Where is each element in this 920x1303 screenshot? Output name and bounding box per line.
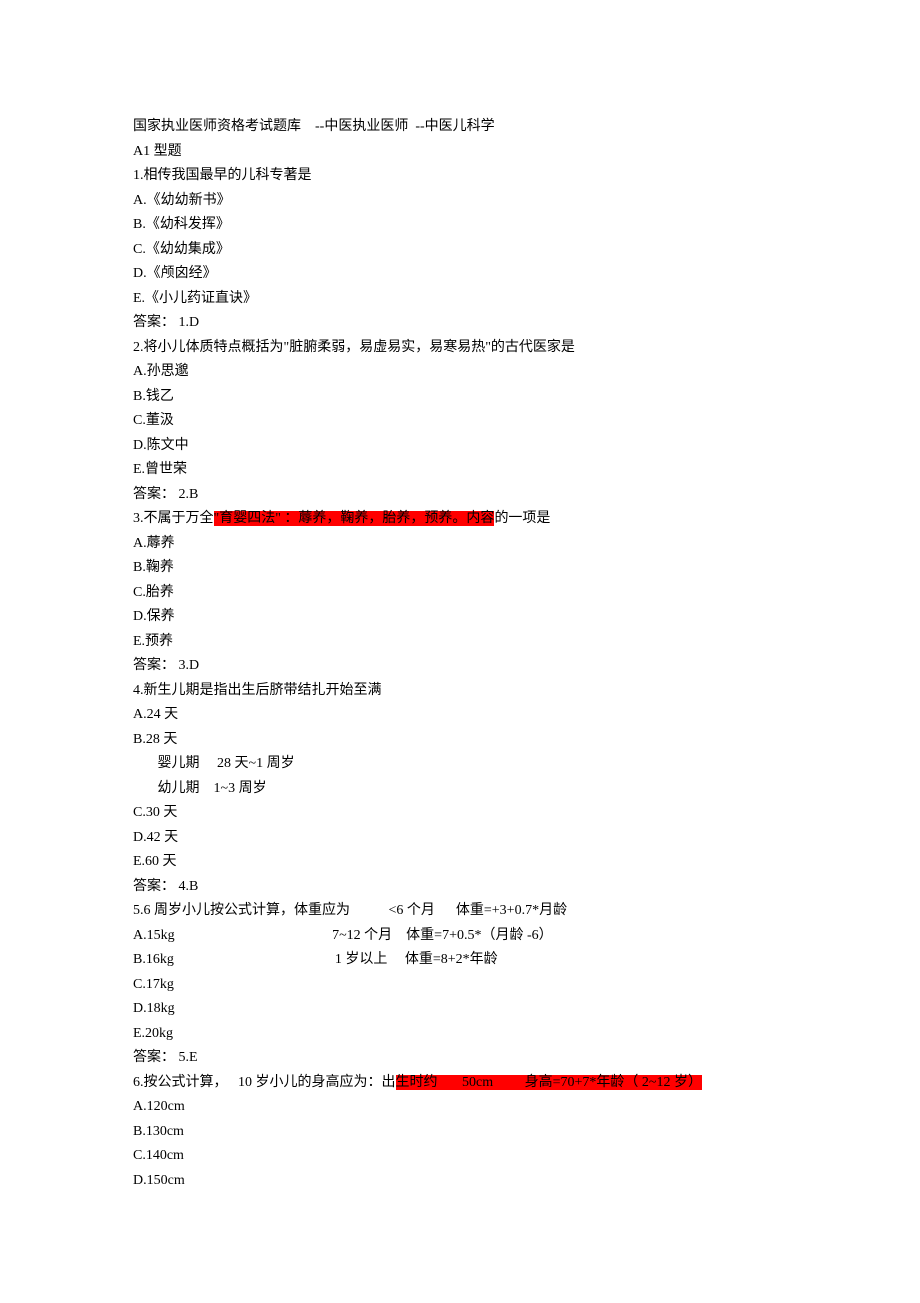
q2-b: B.钱乙 bbox=[133, 385, 787, 410]
q1-b: B.《幼科发挥》 bbox=[133, 213, 787, 238]
q1-ans: 答案： 1.D bbox=[133, 311, 787, 336]
q4-a: A.24 天 bbox=[133, 703, 787, 728]
q6-a: A.120cm bbox=[133, 1095, 787, 1120]
q6-d: D.150cm bbox=[133, 1169, 787, 1194]
q4-e: E.60 天 bbox=[133, 850, 787, 875]
q6-stem: 6.按公式计算， 10 岁小儿的身高应为：出生时约 50cm 身高=70+7*年… bbox=[133, 1071, 787, 1096]
q5-b: B.16kg 1 岁以上 体重=8+2*年龄 bbox=[133, 948, 787, 973]
q2-ans: 答案： 2.B bbox=[133, 483, 787, 508]
q3-stem-pre: 3.不属于万全 bbox=[133, 511, 214, 526]
q5-stem: 5.6 周岁小儿按公式计算，体重应为 <6 个月 体重=+3+0.7*月龄 bbox=[133, 899, 787, 924]
q4-d: D.42 天 bbox=[133, 826, 787, 851]
q5-a: A.15kg 7~12 个月 体重=7+0.5*（月龄 -6） bbox=[133, 924, 787, 949]
q2-c: C.董汲 bbox=[133, 409, 787, 434]
q3-stem-post: 的一项是 bbox=[494, 511, 550, 526]
q5-c: C.17kg bbox=[133, 973, 787, 998]
header-suffix: --中医儿科学 bbox=[415, 119, 494, 134]
q6-b: B.130cm bbox=[133, 1120, 787, 1145]
q3-e: E.预养 bbox=[133, 630, 787, 655]
document-page: 国家执业医师资格考试题库 --中医执业医师 --中医儿科学 A1 型题 1.相传… bbox=[0, 0, 920, 1253]
q3-d: D.保养 bbox=[133, 605, 787, 630]
q1-d: D.《颅囟经》 bbox=[133, 262, 787, 287]
q1-c: C.《幼幼集成》 bbox=[133, 238, 787, 263]
q5-ans: 答案： 5.E bbox=[133, 1046, 787, 1071]
header-prefix: 国家执业医师资格考试题库 bbox=[133, 119, 301, 134]
q5-e: E.20kg bbox=[133, 1022, 787, 1047]
q2-a: A.孙思邈 bbox=[133, 360, 787, 385]
q2-e: E.曾世荣 bbox=[133, 458, 787, 483]
q3-stem-highlight: "育婴四法" ：蓐养，鞠养，胎养，预养。内容 bbox=[214, 511, 495, 526]
header-line: 国家执业医师资格考试题库 --中医执业医师 --中医儿科学 bbox=[133, 115, 787, 140]
q1-e: E.《小儿药证直诀》 bbox=[133, 287, 787, 312]
q2-stem: 2.将小儿体质特点概括为"脏腑柔弱，易虚易实，易寒易热"的古代医家是 bbox=[133, 336, 787, 361]
q6-stem-pre: 6.按公式计算， 10 岁小儿的身高应为：出 bbox=[133, 1075, 396, 1090]
q3-a: A.蓐养 bbox=[133, 532, 787, 557]
q3-b: B.鞠养 bbox=[133, 556, 787, 581]
q5-d: D.18kg bbox=[133, 997, 787, 1022]
q1-stem: 1.相传我国最早的儿科专著是 bbox=[133, 164, 787, 189]
q4-c: C.30 天 bbox=[133, 801, 787, 826]
q3-ans: 答案： 3.D bbox=[133, 654, 787, 679]
q2-d: D.陈文中 bbox=[133, 434, 787, 459]
q3-stem: 3.不属于万全"育婴四法" ：蓐养，鞠养，胎养，预养。内容的一项是 bbox=[133, 507, 787, 532]
q4-note1: 婴儿期 28 天~1 周岁 bbox=[133, 752, 787, 777]
q4-b: B.28 天 bbox=[133, 728, 787, 753]
q6-stem-highlight: 生时约 50cm 身高=70+7*年龄（ 2~12 岁） bbox=[396, 1075, 702, 1090]
q4-ans: 答案： 4.B bbox=[133, 875, 787, 900]
q6-c: C.140cm bbox=[133, 1144, 787, 1169]
section-type: A1 型题 bbox=[133, 140, 787, 165]
q3-c: C.胎养 bbox=[133, 581, 787, 606]
header-mid: --中医执业医师 bbox=[315, 119, 408, 134]
q4-stem: 4.新生儿期是指出生后脐带结扎开始至满 bbox=[133, 679, 787, 704]
q4-note2: 幼儿期 1~3 周岁 bbox=[133, 777, 787, 802]
q1-a: A.《幼幼新书》 bbox=[133, 189, 787, 214]
